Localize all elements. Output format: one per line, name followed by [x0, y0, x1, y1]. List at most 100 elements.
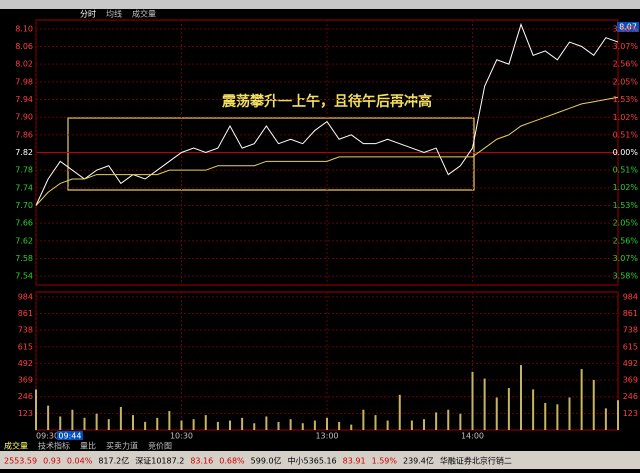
y2-tick-label: 738	[623, 326, 638, 335]
volume-bar	[580, 369, 583, 430]
volume-bar	[192, 419, 195, 430]
x-tick-label: 09:30	[36, 432, 59, 441]
volume-bar	[265, 416, 268, 430]
y2-tick-label: 861	[623, 309, 638, 318]
volume-bar	[229, 420, 231, 430]
y2-tick-label: 3.07%	[613, 254, 639, 263]
y-tick-label: 7.94	[15, 95, 33, 104]
volume-bar	[423, 419, 425, 430]
status-item: 817.2亿	[98, 456, 129, 466]
y2-tick-label: 984	[623, 292, 638, 301]
volume-bar	[47, 405, 50, 430]
volume-bar	[447, 409, 450, 430]
bottom-tab[interactable]: 技术指标	[38, 441, 70, 451]
status-item: 239.4亿	[403, 456, 434, 466]
y-tick-label: 369	[18, 376, 33, 385]
header-tab[interactable]: 均线	[106, 9, 122, 19]
price-line	[35, 22, 619, 206]
volume-bar	[568, 397, 571, 430]
volume-bar	[144, 421, 147, 430]
status-item: 华融证券北京行销二	[440, 456, 512, 466]
y2-tick-label: 0.51%	[613, 166, 639, 175]
bottom-tab[interactable]: 买卖力道	[106, 441, 138, 451]
y2-tick-label: 1.02%	[613, 183, 639, 192]
header-tab[interactable]: 成交量	[132, 9, 156, 19]
status-item: 中小5365.16	[288, 456, 337, 466]
volume-bar	[435, 412, 438, 430]
volume-bar	[495, 397, 498, 430]
volume-bar	[313, 420, 316, 430]
y2-tick-label: 1.02%	[613, 113, 639, 122]
volume-bar	[350, 424, 353, 430]
volume-bar	[107, 419, 110, 430]
y2-tick-label: 2.56%	[613, 236, 639, 245]
y2-tick-label: 2.05%	[613, 77, 639, 86]
y2-tick-label: 369	[623, 376, 638, 385]
volume-bar	[338, 421, 341, 430]
cursor-box	[56, 431, 83, 440]
y-tick-label: 8.06	[15, 42, 33, 51]
y-tick-label: 7.86	[15, 130, 33, 139]
bottom-tab[interactable]: 竞价图	[148, 441, 172, 451]
volume-bar	[520, 365, 522, 430]
y2-tick-label: 0.00%	[613, 148, 639, 157]
y-tick-label: 738	[18, 326, 33, 335]
volume-bar	[253, 423, 256, 430]
volume-bar	[544, 402, 547, 430]
status-item: 599.0亿	[251, 456, 282, 466]
y-tick-label: 8.02	[15, 60, 33, 69]
volume-bar	[556, 404, 559, 430]
y-tick-label: 861	[18, 309, 33, 318]
volume-bar	[168, 411, 171, 430]
y2-tick-label: 3.58%	[613, 272, 639, 281]
volume-bar	[71, 409, 74, 430]
volume-bar	[386, 420, 389, 430]
volume-bar	[410, 420, 413, 430]
status-item: 2553.59	[4, 457, 37, 466]
volume-bar	[398, 394, 401, 430]
volume-bar	[374, 415, 377, 430]
last-price-box	[617, 22, 639, 32]
header-tab[interactable]: 分时	[80, 9, 96, 19]
volume-bar	[59, 416, 62, 430]
y-tick-label: 7.62	[15, 236, 33, 245]
y-tick-label: 492	[18, 359, 33, 368]
status-item: 83.91	[343, 457, 366, 466]
volume-bar	[216, 421, 219, 430]
y2-tick-label: 0.51%	[613, 130, 639, 139]
y2-tick-label: 246	[623, 392, 638, 401]
bottom-tab[interactable]: 成交量	[4, 441, 28, 451]
x-tick-label: 13:00	[315, 432, 338, 441]
bottom-tab[interactable]: 量比	[80, 441, 96, 451]
y2-tick-label: 1.53%	[613, 201, 639, 210]
y-tick-label: 7.78	[15, 166, 33, 175]
status-item: 1.59%	[372, 457, 398, 466]
volume-bar	[507, 388, 510, 430]
y2-tick-label: 1.53%	[613, 95, 639, 104]
x-tick-label: 10:30	[170, 432, 193, 441]
x-tick-label: 14:00	[461, 432, 484, 441]
last-price: 8.07	[619, 23, 637, 32]
y-tick-label: 246	[18, 392, 33, 401]
volume-bar	[119, 407, 122, 430]
volume-bar	[277, 421, 280, 430]
y-tick-label: 7.98	[15, 77, 33, 86]
volume-bar	[132, 415, 134, 430]
y-tick-label: 7.82	[15, 148, 33, 157]
y2-tick-label: 3.07%	[613, 42, 639, 51]
volume-bar	[471, 371, 474, 430]
y2-tick-label: 492	[623, 359, 638, 368]
y2-tick-label: 123	[623, 409, 638, 418]
volume-bar	[95, 413, 98, 430]
volume-bar	[362, 409, 365, 430]
y-tick-label: 7.58	[15, 254, 33, 263]
status-item: 83.16	[190, 457, 213, 466]
volume-bar	[592, 379, 595, 430]
y-tick-label: 123	[18, 409, 33, 418]
y2-tick-label: 615	[623, 342, 638, 351]
volume-bar	[289, 419, 292, 430]
volume-bar	[604, 408, 607, 430]
volume-bar	[35, 389, 37, 430]
